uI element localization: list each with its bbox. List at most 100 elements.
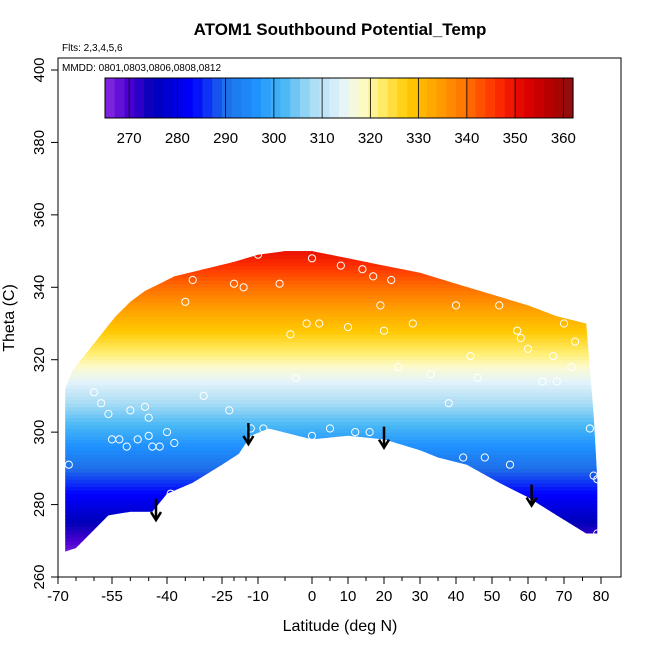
observation-point: [459, 453, 468, 462]
observation-point: [307, 431, 317, 440]
observation-point: [408, 319, 417, 328]
colorbar-segment: [543, 78, 555, 118]
colorbar-segment: [261, 78, 272, 118]
observation-point: [379, 326, 389, 335]
colorbar-segment: [241, 78, 252, 118]
observation-point: [567, 362, 576, 372]
colorbar-tick-label: 320: [358, 130, 383, 147]
colorbar-segment: [514, 78, 525, 118]
x-tick-label: 60: [520, 588, 537, 605]
field-band: [65, 251, 598, 256]
field-band: [65, 251, 598, 252]
x-tick-label: 20: [376, 588, 393, 605]
field-band: [65, 475, 598, 480]
field-band: [65, 439, 598, 444]
field-band: [65, 301, 598, 306]
observation-point: [593, 475, 602, 484]
field-band: [65, 272, 598, 277]
field-band: [65, 457, 598, 462]
field-band: [65, 432, 598, 437]
observation-point: [89, 388, 99, 397]
colorbar-frame: [104, 77, 574, 119]
colorbar-segment: [231, 78, 242, 118]
observation-point: [513, 326, 522, 335]
observation-point: [188, 275, 197, 285]
field-band: [65, 453, 598, 459]
field-band: [65, 486, 598, 491]
y-tick-label: 400: [31, 57, 48, 82]
x-tick-label: -40: [156, 588, 178, 605]
observation-point: [552, 377, 561, 386]
x-tick-label: 50: [484, 588, 501, 605]
field-band: [65, 305, 598, 310]
field-band: [65, 421, 598, 426]
colorbar-segment: [202, 78, 213, 118]
colorbar-tick-label: 270: [117, 130, 142, 147]
observation-point: [155, 442, 164, 451]
field-band: [65, 493, 598, 498]
x-tick-label: -10: [247, 588, 269, 605]
colorbar-segment: [309, 78, 320, 118]
field-band: [65, 312, 598, 317]
observation-point: [369, 272, 378, 281]
field-band: [65, 526, 598, 531]
colorbar-segment: [456, 78, 467, 118]
field-band: [65, 356, 598, 361]
observation-point: [495, 301, 504, 310]
field-band: [65, 385, 598, 390]
observation-point: [162, 428, 172, 437]
colorbar-segment: [144, 78, 155, 118]
colorbar-segment: [485, 78, 496, 118]
observation-point: [394, 362, 403, 372]
colorbar-segment: [329, 78, 340, 118]
observation-point: [126, 406, 135, 415]
observation-point: [253, 250, 263, 259]
field-band: [65, 265, 598, 270]
observation-point: [206, 478, 216, 487]
field-band: [65, 254, 598, 259]
field-band: [65, 443, 598, 448]
field-band: [65, 417, 598, 422]
observation-point: [181, 297, 190, 306]
field-band: [58, 555, 621, 559]
field-band: [65, 500, 598, 506]
field-band: [65, 388, 598, 393]
y-tick-label: 280: [31, 492, 48, 517]
x-tick-label: 30: [412, 588, 429, 605]
colorbar-segment: [114, 78, 125, 118]
field-band: [65, 269, 598, 274]
colorbar-segment: [270, 78, 281, 118]
plot-frame: [57, 57, 622, 578]
field-band: [65, 352, 598, 357]
colorbar-segment: [358, 78, 369, 118]
observation-point: [199, 391, 208, 400]
x-tick-label: 70: [556, 588, 573, 605]
field-band: [65, 287, 598, 292]
field-band: [65, 363, 598, 368]
observation-point: [115, 435, 124, 444]
field-band: [65, 490, 598, 495]
observation-point: [451, 301, 461, 310]
y-tick-label: 320: [31, 347, 48, 372]
observation-point: [351, 428, 360, 437]
field-band: [65, 319, 598, 325]
observation-point: [480, 453, 489, 462]
observation-point: [133, 435, 142, 444]
field-band: [65, 367, 598, 372]
arrow-marker: [377, 426, 391, 450]
field-band: [65, 334, 598, 339]
colorbar-tick-label: 300: [261, 130, 286, 147]
colorbar-tick-label: 360: [551, 130, 576, 147]
colorbar-segment: [563, 78, 574, 118]
observation-point: [358, 265, 367, 274]
colorbar-segment: [163, 78, 174, 118]
colorbar-segment: [290, 78, 301, 118]
colorbar-tick-label: 330: [406, 130, 431, 147]
x-tick-label: 0: [308, 588, 316, 605]
y-tick-label: 340: [31, 275, 48, 300]
colorbar-segment: [446, 78, 457, 118]
colorbar-segment: [387, 78, 398, 118]
colorbar-segment: [134, 78, 145, 118]
observation-point: [286, 330, 295, 339]
